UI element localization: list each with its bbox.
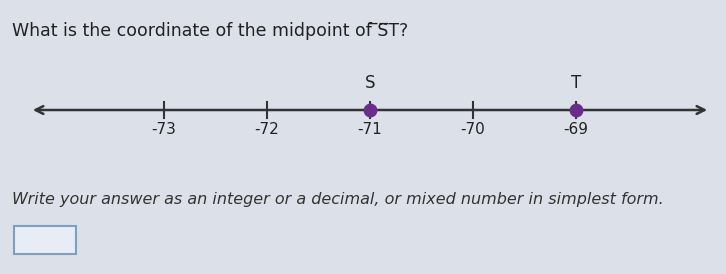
Bar xyxy=(14,226,76,254)
Text: T: T xyxy=(571,74,582,92)
Text: -71: -71 xyxy=(358,122,383,137)
Text: What is the coordinate of the midpoint of ̅S̅T?: What is the coordinate of the midpoint o… xyxy=(12,22,408,40)
Text: -69: -69 xyxy=(564,122,589,137)
Text: -70: -70 xyxy=(461,122,486,137)
Text: Write your answer as an integer or a decimal, or mixed number in simplest form.: Write your answer as an integer or a dec… xyxy=(12,192,664,207)
Text: -73: -73 xyxy=(151,122,176,137)
Text: S: S xyxy=(364,74,375,92)
Text: -72: -72 xyxy=(255,122,280,137)
